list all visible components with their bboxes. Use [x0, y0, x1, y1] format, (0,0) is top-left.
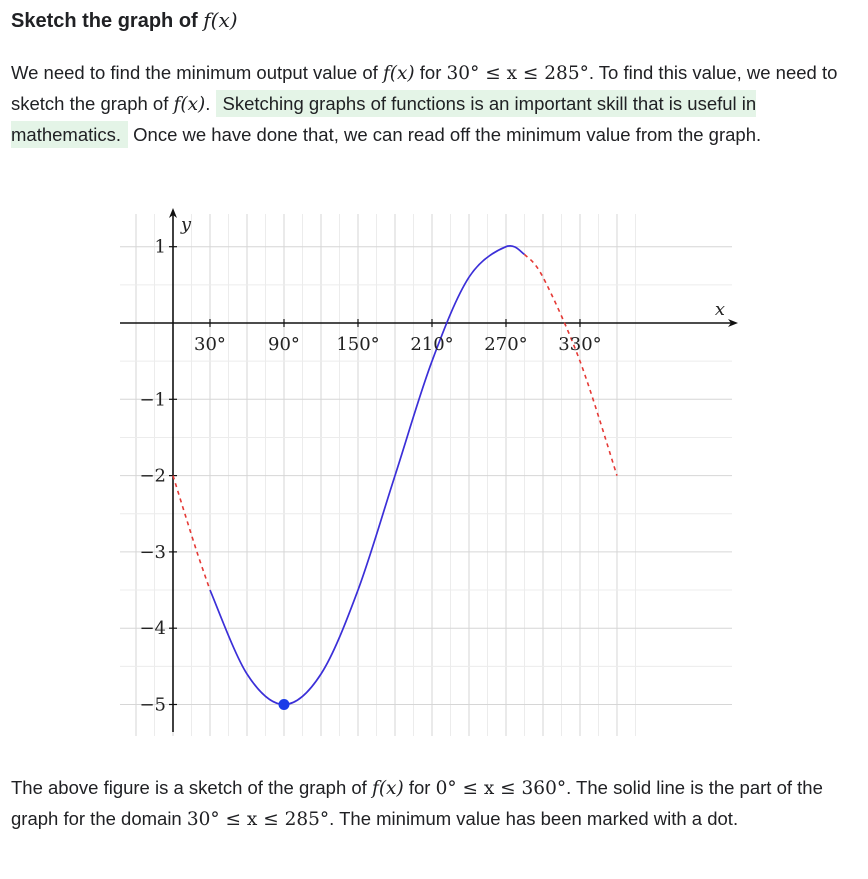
x-tick-label: 90°: [268, 334, 300, 355]
intro-math-2: 30° ≤ x ≤ 285°: [446, 63, 589, 84]
x-tick-label: 30°: [194, 334, 226, 355]
grid-lines: [120, 214, 732, 736]
heading-text: Sketch the graph of: [11, 10, 204, 32]
caption-math-3: 30° ≤ x ≤ 285°: [186, 809, 330, 830]
dashed-curve-segment: [172, 475, 211, 591]
intro-text-3: . To find this value, we need to sketch …: [11, 62, 838, 114]
x-axis-arrow: [728, 319, 738, 327]
x-tick-label: 150°: [336, 334, 379, 355]
solid-curve-segment: [209, 245, 525, 706]
x-tick-label: 270°: [484, 334, 527, 355]
x-tick-label: 210°: [410, 334, 453, 355]
caption-paragraph: The above figure is a sketch of the grap…: [11, 773, 851, 835]
intro-text-4: .: [205, 93, 216, 114]
minimum-point-dot: [278, 699, 290, 710]
x-axis-label: x: [715, 299, 725, 320]
caption-text-4: . The minimum value has been marked with…: [329, 808, 739, 829]
caption-text-3: . The solid line is the part of the grap…: [11, 777, 823, 829]
intro-math-1: f(x): [382, 63, 415, 84]
y-tick-label: 1: [155, 237, 166, 258]
y-tick-label: −1: [139, 389, 166, 410]
y-tick-label: −4: [139, 618, 166, 639]
y-axis-arrow: [169, 208, 177, 218]
caption-math-2: 0° ≤ x ≤ 360°: [435, 778, 567, 799]
y-tick-label: −3: [139, 542, 166, 563]
caption-text-1: The above figure is a sketch of the grap…: [11, 777, 372, 798]
x-tick-label: 330°: [558, 334, 601, 355]
heading-math: f(x): [203, 8, 238, 32]
y-tick-label: −5: [139, 695, 166, 716]
intro-math-3: f(x): [173, 94, 206, 115]
y-axis-label: y: [180, 214, 192, 235]
tick-labels: 30° 90° 150° 210° 270° 330° 1 −1 −2 −3 −4 −5 x y: [139, 214, 725, 716]
intro-paragraph: We need to find the minimum output value…: [11, 58, 851, 150]
intro-text-5: Once we have done that, we can read off …: [128, 124, 762, 145]
curve-series: [172, 245, 618, 710]
caption-math-1: f(x): [371, 778, 404, 799]
section-heading: Sketch the graph of f(x): [11, 8, 238, 33]
dashed-curve-segment: [523, 253, 618, 476]
intro-text-2: for: [414, 62, 447, 83]
axes: [120, 208, 738, 732]
intro-text-1: We need to find the minimum output value…: [11, 62, 383, 83]
y-tick-label: −2: [139, 466, 166, 487]
caption-text-2: for: [403, 777, 436, 798]
